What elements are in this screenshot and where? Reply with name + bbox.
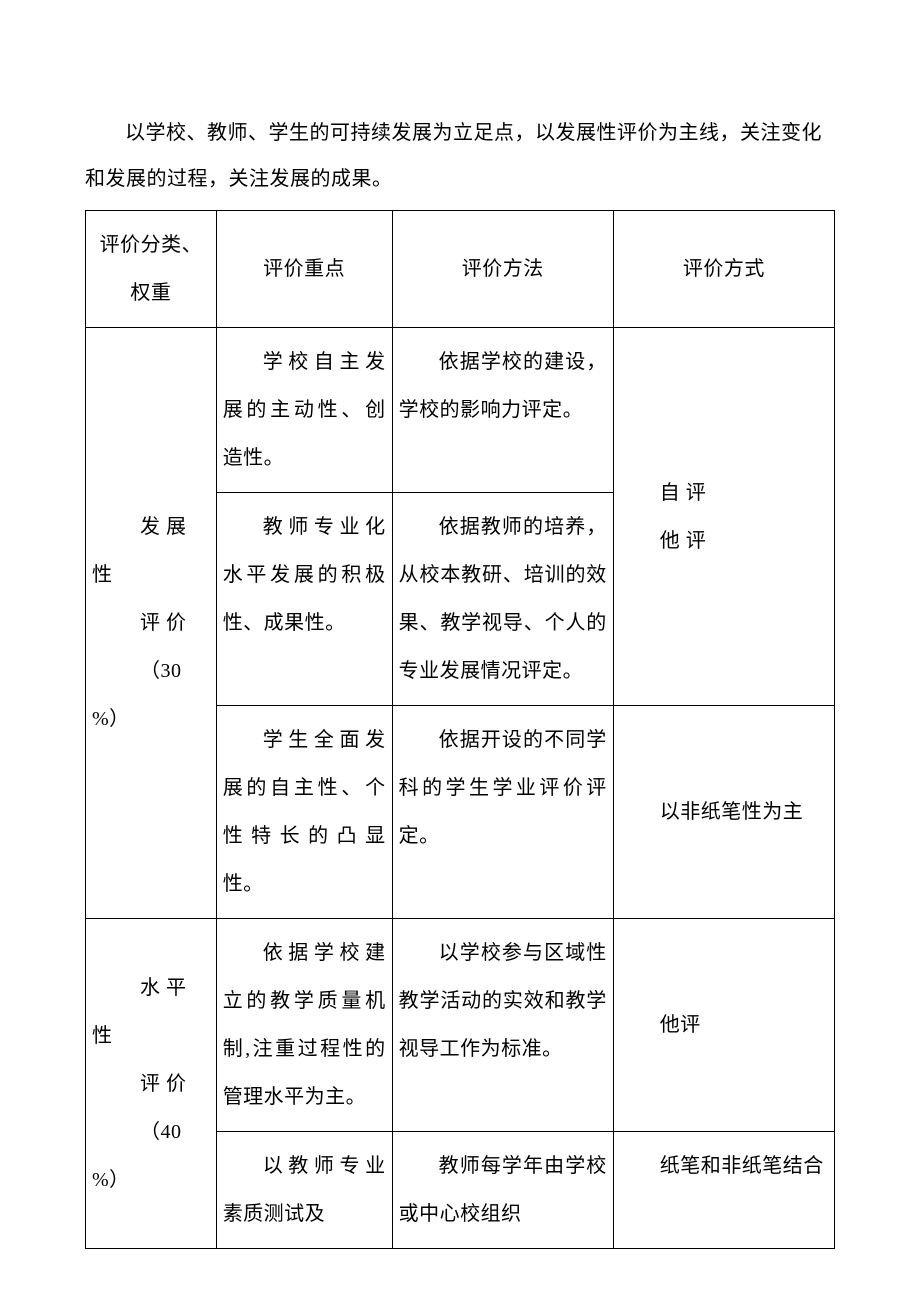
- method-cell: 依据开设的不同学科的学生学业评价评定。: [392, 706, 613, 919]
- table-header-row: 评价分类、权重 评价重点 评价方法 评价方式: [86, 211, 835, 328]
- category-cell-development: 发 展 性 评 价 （30 %）: [86, 328, 217, 919]
- header-method: 评价方法: [392, 211, 613, 328]
- mode-line: 以非纸笔性为主: [620, 788, 828, 836]
- category-line: %）: [92, 695, 210, 743]
- category-line: 发 展: [92, 503, 210, 551]
- mode-line: 他 评: [620, 517, 828, 565]
- focus-cell: 依据学校建立的教学质量机制,注重过程性的管理水平为主。: [216, 919, 392, 1132]
- mode-cell: 他评: [613, 919, 834, 1132]
- header-focus: 评价重点: [216, 211, 392, 328]
- method-cell: 依据学校的建设，学校的影响力评定。: [392, 328, 613, 493]
- mode-line: 自 评: [620, 469, 828, 517]
- method-cell: 依据教师的培养，从校本教研、培训的效果、教学视导、个人的专业发展情况评定。: [392, 493, 613, 706]
- category-line: 性: [92, 1012, 210, 1060]
- table-row: 水 平 性 评 价 （40 %） 依据学校建立的教学质量机制,注重过程性的管理水…: [86, 919, 835, 1132]
- mode-line: 他评: [620, 1001, 828, 1049]
- category-line: 评 价: [92, 1060, 210, 1108]
- focus-cell: 以教师专业素质测试及: [216, 1132, 392, 1249]
- intro-paragraph: 以学校、教师、学生的可持续发展为立足点，以发展性评价为主线，关注变化和发展的过程…: [85, 110, 835, 202]
- focus-cell: 学生全面发展的自主性、个性特长的凸显性。: [216, 706, 392, 919]
- document-page: 以学校、教师、学生的可持续发展为立足点，以发展性评价为主线，关注变化和发展的过程…: [0, 0, 920, 1249]
- category-line: 评 价: [92, 599, 210, 647]
- category-line: （40: [92, 1108, 210, 1156]
- mode-cell: 纸笔和非纸笔结合: [613, 1132, 834, 1249]
- category-line: 性: [92, 551, 210, 599]
- focus-cell: 学校自主发展的主动性、创造性。: [216, 328, 392, 493]
- category-line: %）: [92, 1156, 210, 1204]
- method-cell: 以学校参与区域性教学活动的实效和教学视导工作为标准。: [392, 919, 613, 1132]
- category-line: （30: [92, 647, 210, 695]
- table-row: 发 展 性 评 价 （30 %） 学校自主发展的主动性、创造性。 依据学校的建设…: [86, 328, 835, 493]
- header-category: 评价分类、权重: [86, 211, 217, 328]
- mode-cell: 以非纸笔性为主: [613, 706, 834, 919]
- mode-line: 纸笔和非纸笔结合: [620, 1142, 828, 1190]
- evaluation-table: 评价分类、权重 评价重点 评价方法 评价方式 发 展 性 评 价 （30 %） …: [85, 210, 835, 1249]
- method-cell: 教师每学年由学校或中心校组织: [392, 1132, 613, 1249]
- category-line: 水 平: [92, 964, 210, 1012]
- header-mode: 评价方式: [613, 211, 834, 328]
- focus-cell: 教师专业化水平发展的积极性、成果性。: [216, 493, 392, 706]
- mode-cell: 自 评 他 评: [613, 328, 834, 706]
- category-cell-level: 水 平 性 评 价 （40 %）: [86, 919, 217, 1249]
